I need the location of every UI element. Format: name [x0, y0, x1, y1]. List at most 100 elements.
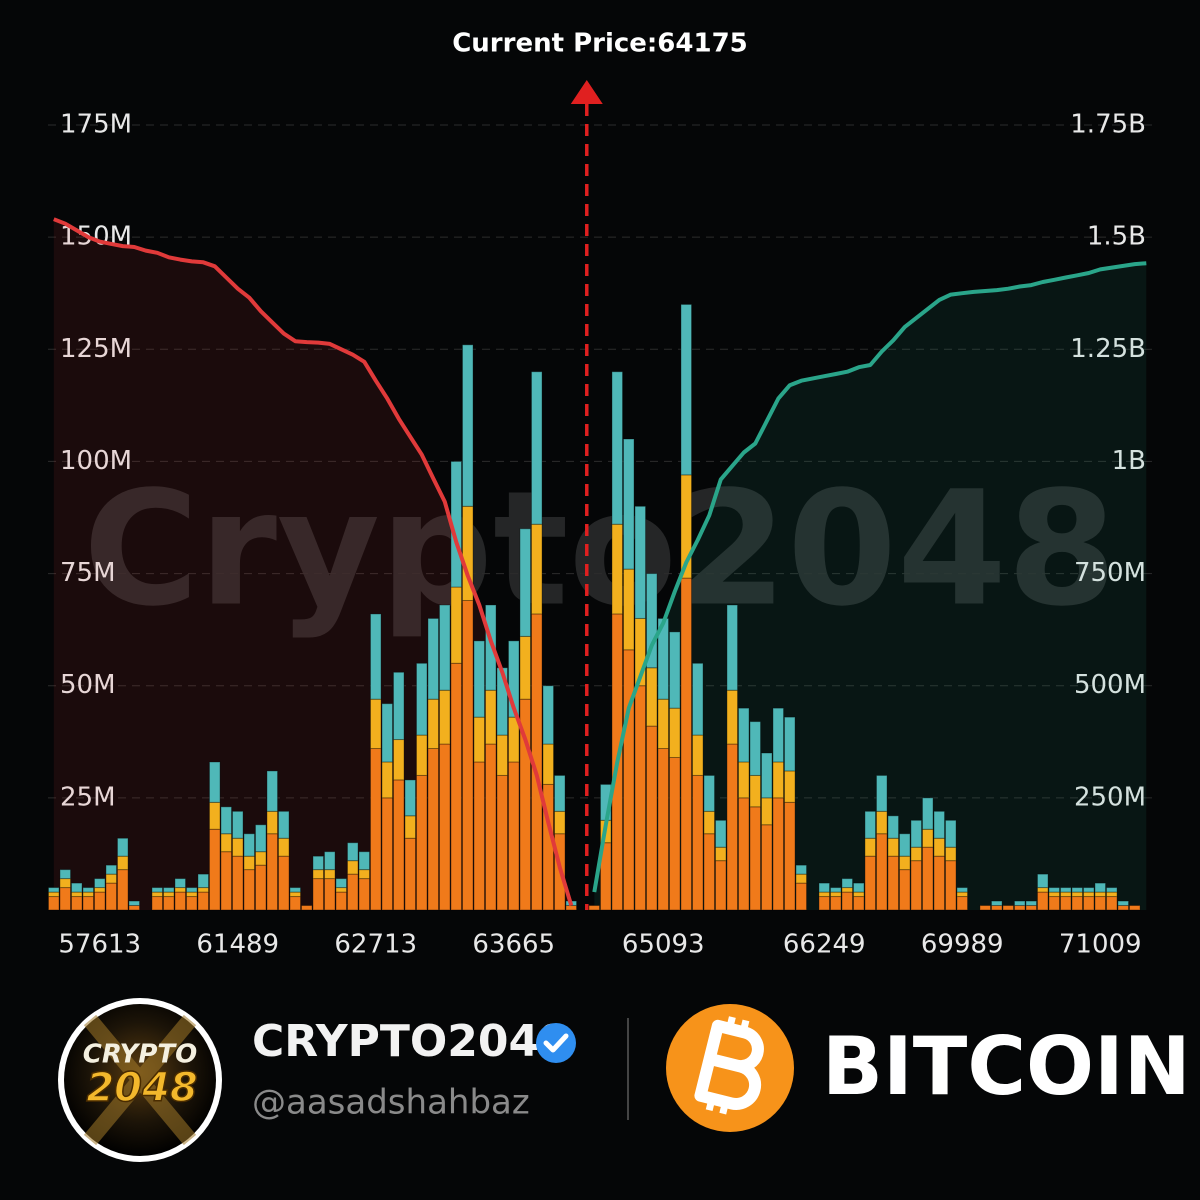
bar-segment [1105, 896, 1118, 911]
bar-segment [82, 887, 95, 893]
bar-segment [1048, 896, 1061, 911]
line [592, 261, 1147, 893]
bar-segment [381, 761, 394, 799]
bar-segment [381, 797, 394, 911]
bar-segment [726, 604, 739, 691]
x-tick-label: 61489 [196, 930, 279, 960]
bar-segment [1048, 887, 1061, 893]
bar-segment [737, 797, 750, 911]
bar-segment [496, 774, 509, 911]
profile-handle: @aasadshahbaz [252, 1083, 530, 1123]
bar-segment [749, 721, 762, 776]
bar-segment [1117, 900, 1130, 907]
bar-segment [818, 882, 831, 893]
bar-segment [760, 797, 773, 826]
bar-segment [657, 748, 670, 911]
bar-segment [369, 698, 382, 750]
bar-segment [611, 523, 624, 615]
bar-segment [208, 828, 221, 911]
bar-segment [404, 837, 417, 911]
bar-segment [473, 640, 486, 718]
x-tick-label: 65093 [622, 930, 705, 960]
bar-segment [875, 833, 888, 911]
current-price-arrow [570, 80, 603, 104]
bar-segment [875, 810, 888, 835]
bar-segment [415, 734, 428, 776]
bar-segment [231, 810, 244, 839]
bar-segment [369, 748, 382, 911]
bar-segment [289, 891, 302, 898]
bar-segment [668, 631, 681, 709]
bar-segment [312, 855, 325, 871]
bar-segment [530, 523, 543, 615]
bar-segment [473, 761, 486, 911]
bar-segment [519, 635, 532, 700]
bar-segment [346, 842, 359, 862]
bar-segment [852, 896, 865, 911]
bar-segment [910, 819, 923, 848]
bar-segment [979, 905, 992, 911]
bar-segment [887, 815, 900, 839]
bar-segment [105, 882, 118, 911]
bar-segment [59, 869, 72, 880]
bar-segment [944, 846, 957, 862]
bar-segment [772, 761, 785, 799]
bar-segment [162, 887, 175, 893]
bar-segment [933, 810, 946, 839]
bar-segment [864, 810, 877, 839]
bar-segment [1059, 891, 1072, 898]
bar-segment [795, 873, 808, 884]
bar-segment [898, 869, 911, 911]
y-tick-label: 50M [60, 670, 116, 700]
bar-segment [737, 707, 750, 763]
bar-segment [829, 887, 842, 893]
bar-segment [910, 860, 923, 911]
bar-segment [668, 707, 681, 758]
logo-number: 2048 [86, 1065, 197, 1111]
bar-segment [82, 896, 95, 911]
y-tick-label: 25M [60, 782, 116, 812]
bar-segment [1071, 896, 1084, 911]
bar-segment [220, 806, 233, 835]
bar-segment [1094, 891, 1107, 898]
bar-segment [898, 855, 911, 871]
bar-segment [174, 887, 187, 893]
bar-segment [427, 617, 440, 700]
bar-segment [887, 855, 900, 911]
bar-segment [841, 891, 854, 911]
profile-name: CRYPTO2048 [252, 1016, 570, 1067]
x-tick-label: 62713 [334, 930, 417, 960]
bar-segment [300, 905, 313, 911]
bar-segment [1036, 873, 1049, 889]
bar-segment [1036, 891, 1049, 911]
bar-segment [335, 878, 348, 889]
bar-segment [530, 371, 543, 525]
bar-segment [346, 860, 359, 875]
bar-segment [542, 685, 555, 745]
bar-segment [162, 896, 175, 911]
bar-segment [243, 869, 256, 911]
bar-segment [933, 837, 946, 857]
bar-segment [277, 810, 290, 839]
bar-segment [1094, 896, 1107, 911]
bar-segment [197, 873, 210, 889]
y2-tick-label: 1.5B [1087, 222, 1146, 252]
bar-segment [185, 891, 198, 898]
bar-segment [116, 869, 129, 911]
bar-segment [82, 891, 95, 898]
bar-segment [438, 689, 451, 745]
logo-text: CRYPTO [83, 1040, 197, 1070]
bar-segment [1025, 905, 1038, 911]
y-tick-label: 125M [60, 334, 132, 364]
bar-segment [680, 474, 693, 579]
bar-segment [622, 568, 635, 651]
bar-segment [668, 756, 681, 911]
bar-segment [174, 878, 187, 889]
bar-segment [128, 905, 141, 911]
bar-segment [956, 887, 969, 893]
x-tick-label: 69989 [921, 930, 1004, 960]
bar-segment [1059, 887, 1072, 893]
bar-segment [553, 774, 566, 812]
bar-segment [634, 685, 647, 911]
bar-segment [93, 891, 106, 911]
